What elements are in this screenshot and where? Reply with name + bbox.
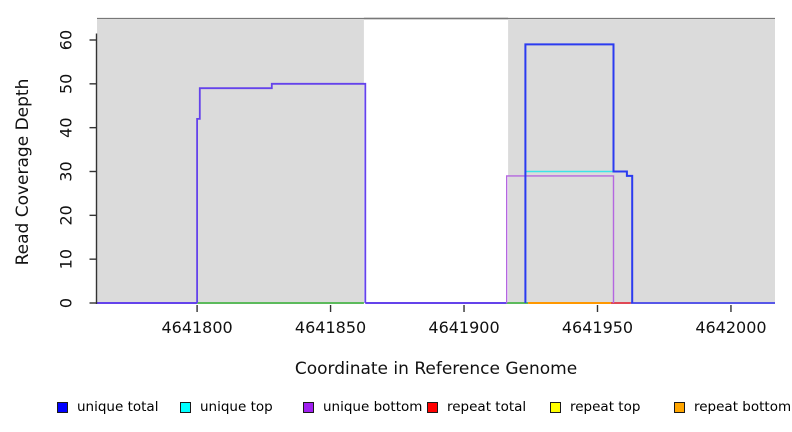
y-tick-label: 30 [57,161,76,181]
legend-label-unique-top: unique top [200,399,273,415]
legend-item-unique-total: unique total [57,398,158,416]
y-tick-label: 50 [57,74,76,94]
series-unique-bottom-region2 [506,175,615,303]
legend-item-repeat-top: repeat top [550,398,640,416]
legend-item-unique-top: unique top [180,398,273,416]
shaded-region [508,19,775,304]
legend-swatch-unique-top [180,401,191,413]
series-unique-bottom-region1 [196,82,367,303]
x-tick-label: 4642000 [695,318,766,337]
legend-label-unique-total: unique total [77,399,159,415]
x-axis-title: Coordinate in Reference Genome [294,359,578,379]
y-axis-title: Read Coverage Depth [13,78,33,266]
y-tick-label: 40 [57,117,76,137]
legend-swatch-repeat-total [427,401,438,413]
y-tick-label: 20 [57,205,76,225]
series-unique-total-region2 [524,43,634,303]
x-tick-label: 4641800 [161,318,232,337]
x-tick-label: 4641850 [295,318,366,337]
legend-label-repeat-bottom: repeat bottom [694,399,792,415]
x-tick-label: 4641900 [428,318,499,337]
legend-item-unique-bottom: unique bottom [303,398,422,416]
legend-swatch-repeat-top [550,401,561,413]
legend-label-repeat-top: repeat top [570,399,641,415]
shaded-region [97,19,364,304]
legend-swatch-unique-bottom [303,401,314,413]
legend-label-repeat-total: repeat total [447,399,527,415]
legend-item-repeat-total: repeat total [427,398,526,416]
y-tick-label: 0 [57,298,76,308]
legend: unique total unique top unique bottom repea… [0,398,792,420]
y-tick-label: 60 [57,30,76,50]
legend-swatch-unique-total [57,401,68,413]
legend-swatch-repeat-bottom [674,401,685,413]
legend-label-unique-bottom: unique bottom [323,399,423,415]
x-tick-label: 4641950 [562,318,633,337]
legend-item-repeat-bottom: repeat bottom [674,398,791,416]
y-tick-label: 10 [57,249,76,269]
